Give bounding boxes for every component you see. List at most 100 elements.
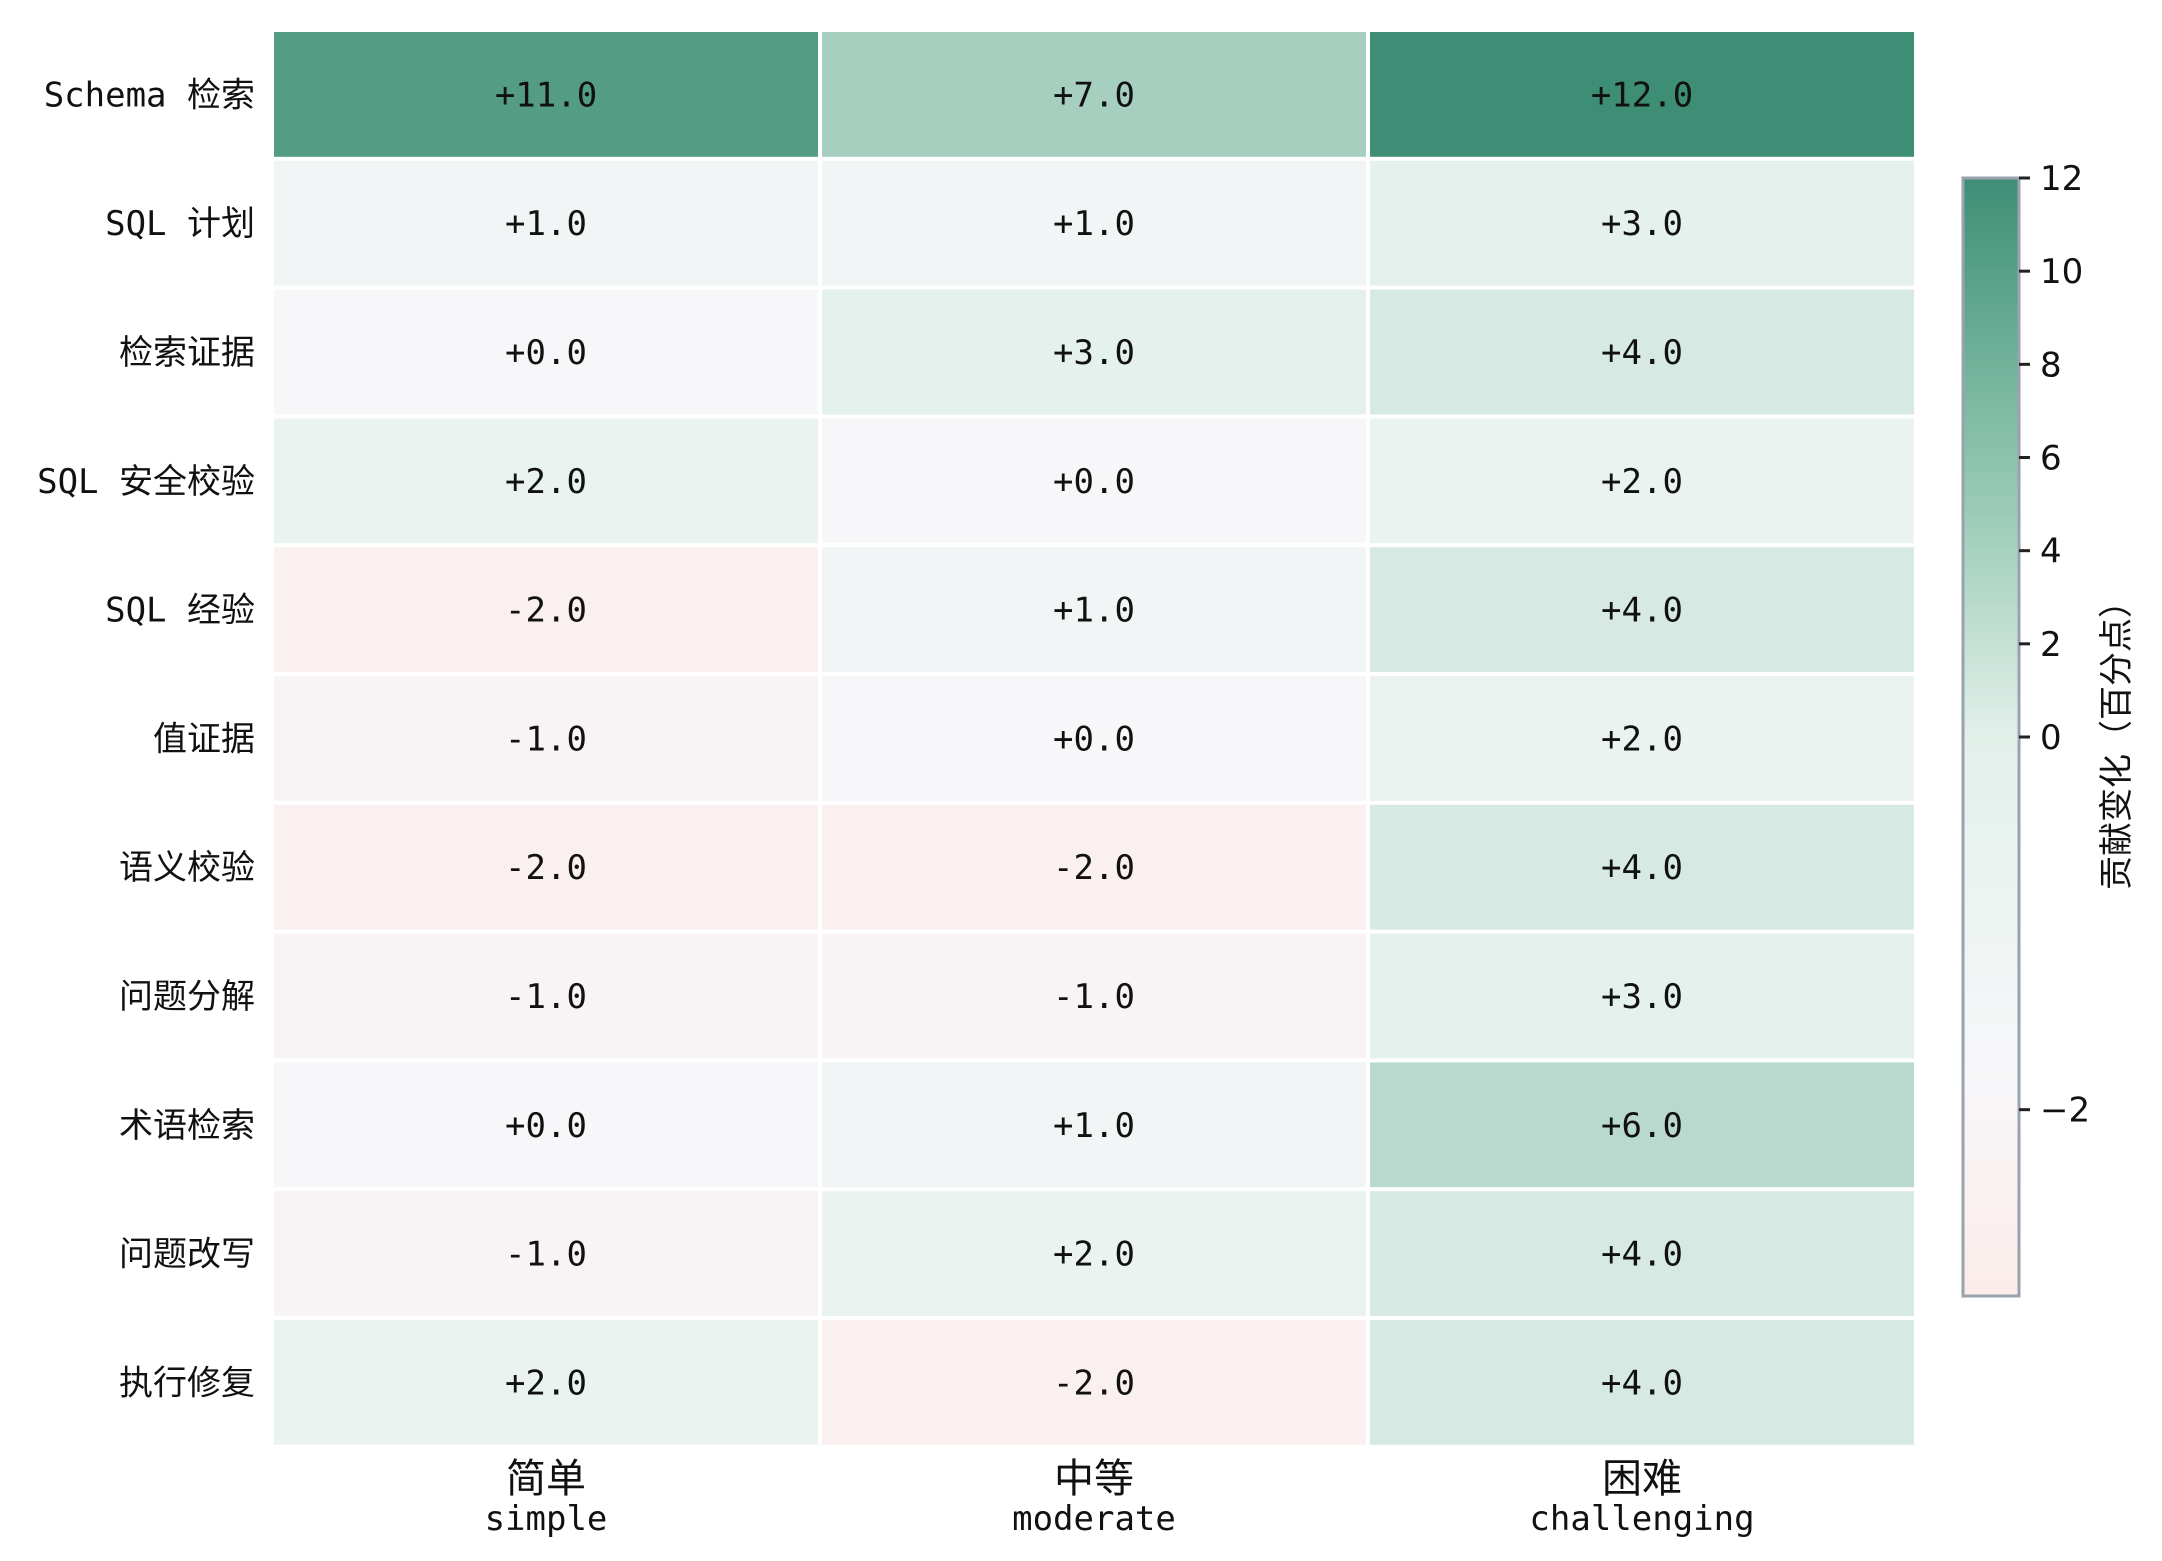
heatmap-cell [822, 1191, 1366, 1316]
cell-value-label: +4.0 [1601, 591, 1683, 631]
column-label: 简单 [506, 1456, 586, 1502]
heatmap-cell [822, 676, 1366, 801]
heatmap-cell [274, 1320, 818, 1445]
heatmap-cell [274, 418, 818, 544]
column-sublabel: moderate [1012, 1499, 1176, 1539]
cell-value-label: -2.0 [1053, 1363, 1135, 1403]
heatmap-cell [1370, 547, 1914, 672]
colorbar-tick-label: 6 [2040, 439, 2062, 479]
colorbar-gradient [1961, 176, 2021, 1298]
heatmap-cell [1370, 418, 1914, 544]
heatmap-cell [822, 160, 1366, 286]
cell-value-label: +1.0 [1053, 204, 1135, 244]
heatmap-cell [1370, 804, 1914, 930]
heatmap-cell [822, 289, 1366, 415]
cell-value-label: -1.0 [505, 719, 587, 759]
heatmap-cell [1370, 1320, 1914, 1445]
row-label: Schema 检索 [44, 75, 255, 115]
heatmap-cell [1370, 289, 1914, 415]
heatmap-cell [1370, 1191, 1914, 1316]
cell-value-label: +0.0 [1053, 719, 1135, 759]
heatmap-cell [1370, 160, 1914, 286]
column-sublabel: simple [485, 1499, 608, 1539]
cell-value-label: +4.0 [1601, 1235, 1683, 1275]
cell-value-label: +2.0 [505, 462, 587, 502]
cell-value-label: +1.0 [1053, 591, 1135, 631]
cell-value-label: +1.0 [505, 204, 587, 244]
colorbar-tick-label: 8 [2040, 345, 2062, 385]
colorbar-ticks: 12 10 8 6 4 2 0 −2 [2019, 159, 2090, 1131]
colorbar-tick-label: 2 [2040, 625, 2062, 665]
heatmap-cell [1370, 1062, 1914, 1188]
row-label: SQL 经验 [105, 591, 255, 631]
heatmap-cell [822, 804, 1366, 930]
heatmap-cell [274, 804, 818, 930]
column-label: 中等 [1054, 1456, 1134, 1502]
cell-value-label: +2.0 [1601, 719, 1683, 759]
cell-value-label: +0.0 [1053, 462, 1135, 502]
row-label: 语义校验 [119, 848, 255, 888]
column-label: 困难 [1602, 1456, 1682, 1502]
heatmap-cell [822, 418, 1366, 544]
cell-value-label: +6.0 [1601, 1106, 1683, 1146]
heatmap-cell [822, 547, 1366, 672]
heatmap-cell [822, 1062, 1366, 1188]
column-sublabel: challenging [1529, 1499, 1754, 1539]
colorbar-tick-label: 0 [2040, 718, 2062, 758]
cell-value-label: -2.0 [505, 848, 587, 888]
colorbar: 12 10 8 6 4 2 0 −2 贡献变化（百分点） [1961, 159, 2137, 1298]
cell-value-label: +3.0 [1601, 977, 1683, 1017]
heatmap-cell [1370, 933, 1914, 1059]
heatmap-cell-labels: +11.0 +7.0 +12.0 +1.0 +1.0 +3.0 +0.0 +3.0 +4.0 +2… [495, 75, 1693, 1403]
row-label: 执行修复 [119, 1363, 255, 1403]
cell-value-label: +3.0 [1601, 204, 1683, 244]
cell-value-label: +2.0 [505, 1363, 587, 1403]
heatmap-cell [1370, 676, 1914, 801]
cell-value-label: +2.0 [1053, 1235, 1135, 1275]
row-label: 值证据 [153, 719, 255, 759]
heatmap-cell [274, 933, 818, 1059]
cell-value-label: +12.0 [1591, 75, 1693, 115]
row-label: 术语检索 [119, 1106, 255, 1146]
heatmap-cell [274, 289, 818, 415]
heatmap-cells [274, 32, 1914, 1445]
heatmap-cell [822, 933, 1366, 1059]
cell-value-label: +4.0 [1601, 333, 1683, 373]
cell-value-label: -1.0 [505, 1235, 587, 1275]
row-label: SQL 计划 [105, 204, 255, 244]
colorbar-tick-label: 12 [2040, 159, 2083, 199]
heatmap-cell [274, 1062, 818, 1188]
row-label: SQL 安全校验 [37, 462, 255, 502]
cell-value-label: +0.0 [505, 333, 587, 373]
cell-value-label: +0.0 [505, 1106, 587, 1146]
cell-value-label: -1.0 [1053, 977, 1135, 1017]
colorbar-tick-label: 10 [2040, 252, 2083, 292]
cell-value-label: +7.0 [1053, 75, 1135, 115]
heatmap-cell [274, 676, 818, 801]
cell-value-label: -1.0 [505, 977, 587, 1017]
cell-value-label: -2.0 [1053, 848, 1135, 888]
heatmap-cell [274, 1191, 818, 1316]
heatmap-cell [822, 1320, 1366, 1445]
cell-value-label: +2.0 [1601, 462, 1683, 502]
cell-value-label: +4.0 [1601, 1363, 1683, 1403]
heatmap-cell [274, 547, 818, 672]
heatmap-cell [1370, 32, 1914, 157]
row-label: 检索证据 [119, 333, 255, 373]
colorbar-tick-label: −2 [2040, 1091, 2090, 1131]
colorbar-tick-label: 4 [2040, 532, 2062, 572]
cell-value-label: +1.0 [1053, 1106, 1135, 1146]
colorbar-label: 贡献变化（百分点） [2097, 584, 2137, 890]
cell-value-label: +11.0 [495, 75, 597, 115]
row-label: 问题分解 [119, 977, 255, 1017]
cell-value-label: +4.0 [1601, 848, 1683, 888]
cell-value-label: +3.0 [1053, 333, 1135, 373]
row-label: 问题改写 [119, 1235, 255, 1275]
heatmap-cell [274, 160, 818, 286]
cell-value-label: -2.0 [505, 591, 587, 631]
heatmap-cell [274, 32, 818, 157]
heatmap-cell [822, 32, 1366, 157]
